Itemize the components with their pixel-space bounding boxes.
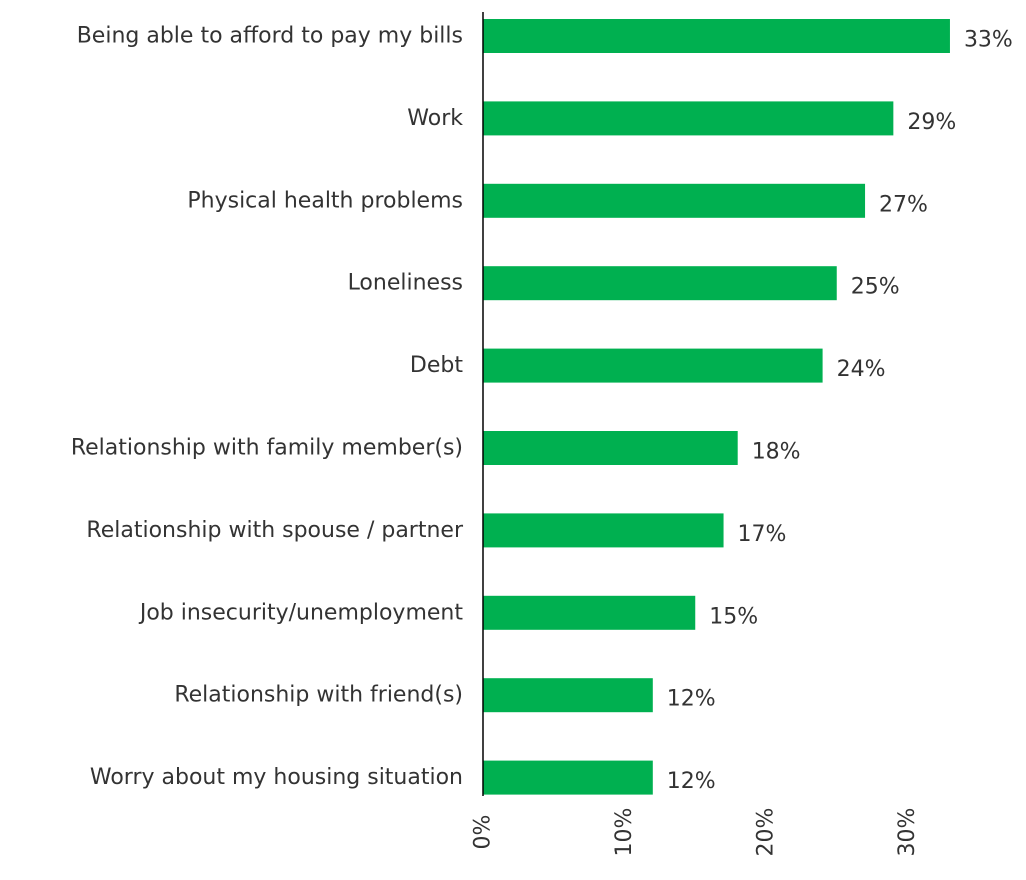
value-label-2: 27%: [879, 192, 928, 217]
value-label-4: 24%: [837, 357, 886, 382]
x-tick-label-1: 10%: [612, 808, 637, 857]
bar-8: [483, 678, 653, 713]
category-label-1: Work: [407, 106, 463, 131]
bar-0: [483, 19, 950, 53]
value-label-9: 12%: [667, 769, 716, 794]
category-label-0: Being able to afford to pay my bills: [77, 24, 463, 49]
bar-9: [483, 760, 653, 795]
category-label-3: Loneliness: [348, 271, 463, 296]
value-label-0: 33%: [964, 28, 1013, 53]
category-label-8: Relationship with friend(s): [174, 683, 463, 708]
x-tick-label-2: 20%: [754, 808, 779, 857]
x-tick-label-3: 30%: [895, 808, 920, 857]
bar-2: [483, 183, 866, 218]
bar-1: [483, 101, 894, 136]
value-labels-group: 33% 29% 27% 25% 24% 18% 17% 15% 12% 12%: [667, 28, 1013, 795]
value-label-1: 29%: [907, 110, 956, 135]
bar-7: [483, 595, 696, 630]
category-label-7: Job insecurity/unemployment: [138, 600, 464, 625]
x-tick-label-0: 0%: [471, 815, 496, 850]
category-label-9: Worry about my housing situation: [90, 765, 463, 790]
value-label-3: 25%: [851, 275, 900, 300]
value-label-6: 17%: [738, 522, 787, 547]
bars-group: [483, 19, 950, 795]
bar-6: [483, 513, 724, 548]
category-label-6: Relationship with spouse / partner: [86, 518, 464, 543]
category-labels-group: Being able to afford to pay my bills Work…: [71, 24, 464, 791]
value-label-7: 15%: [709, 604, 758, 629]
value-label-8: 12%: [667, 687, 716, 712]
bar-4: [483, 348, 823, 383]
bar-3: [483, 266, 837, 301]
x-axis-ticks-group: 0% 10% 20% 30%: [471, 808, 921, 857]
category-label-5: Relationship with family member(s): [71, 436, 463, 461]
value-label-5: 18%: [752, 440, 801, 465]
bar-5: [483, 431, 738, 465]
category-label-2: Physical health problems: [187, 188, 463, 213]
category-label-4: Debt: [410, 353, 463, 378]
